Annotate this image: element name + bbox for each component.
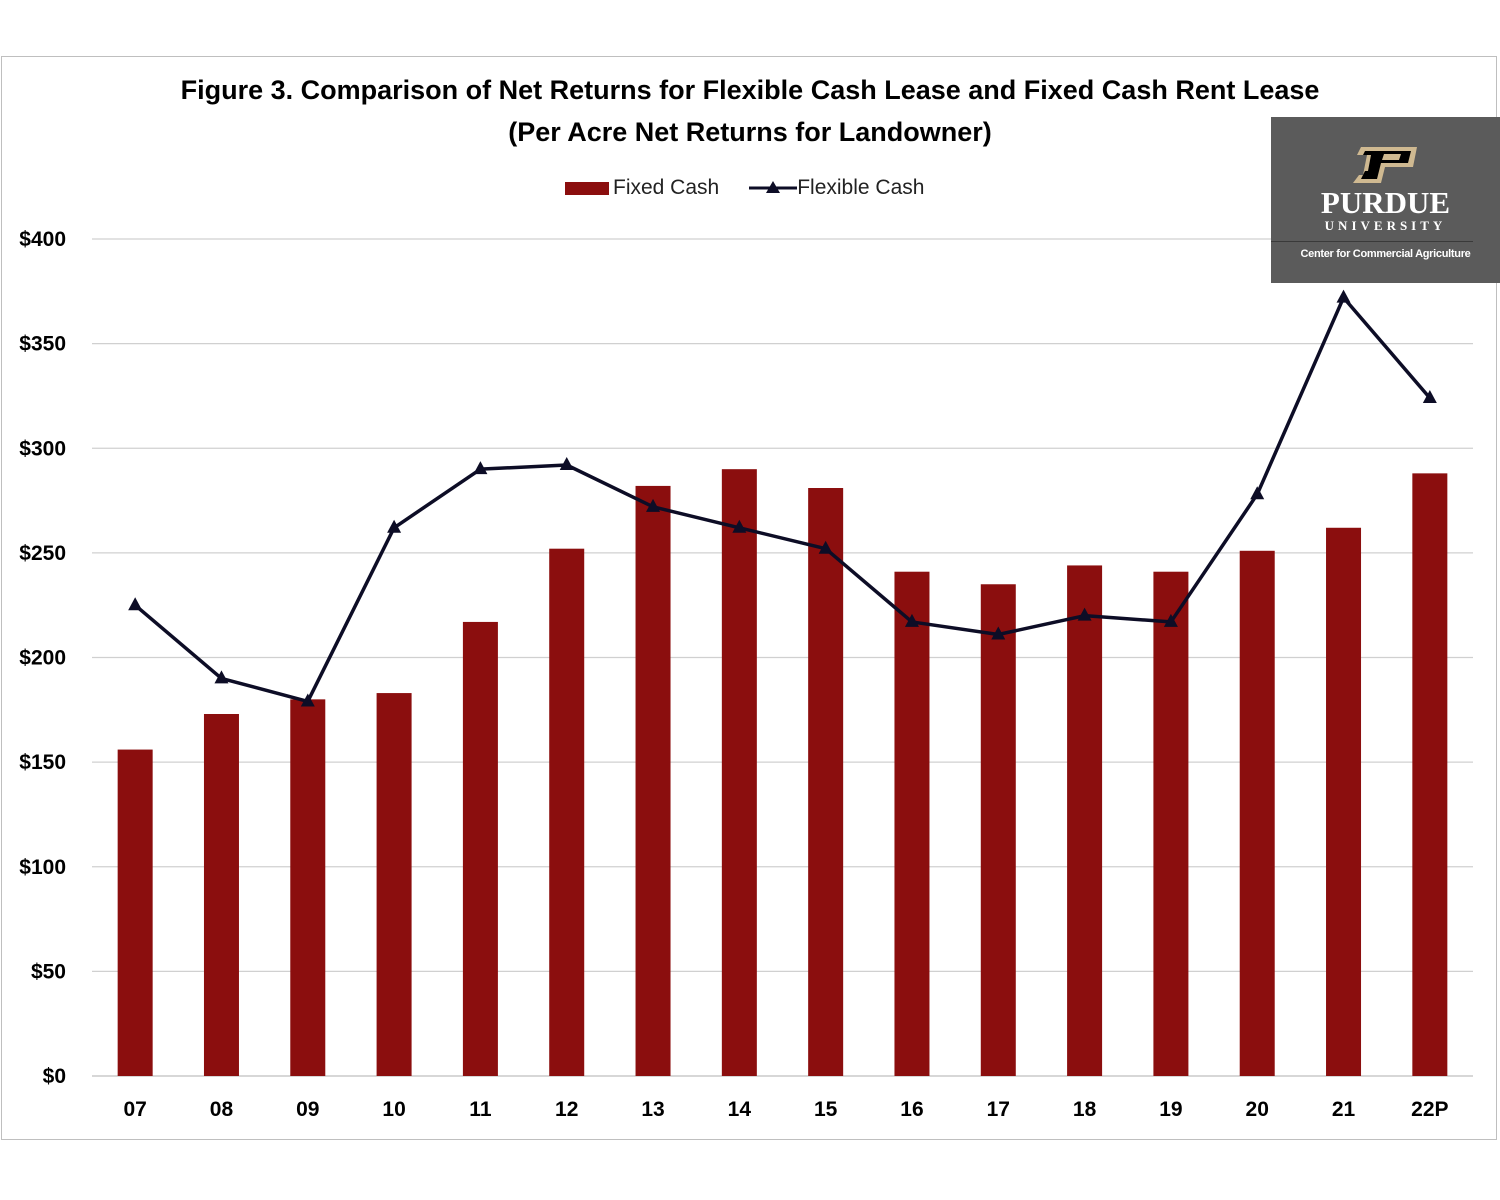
bar-fixed-cash — [1067, 565, 1103, 1076]
purdue-logo: PURDUE UNIVERSITY Center for Commercial … — [1271, 117, 1500, 283]
y-tick-label: $400 — [19, 228, 66, 251]
marker-flexible-cash — [387, 519, 402, 533]
line-flexible-cash — [134, 295, 1432, 704]
marker-flexible-cash — [1422, 390, 1437, 404]
y-tick-label: $100 — [19, 856, 66, 879]
bar-fixed-cash — [1412, 473, 1448, 1076]
marker-flexible-cash — [1163, 613, 1178, 627]
logo-divider — [1271, 241, 1473, 242]
x-tick-label: 22P — [1411, 1098, 1448, 1121]
x-tick-label: 18 — [1073, 1098, 1097, 1121]
x-tick-label: 10 — [382, 1098, 405, 1121]
bar-fixed-cash — [980, 584, 1016, 1076]
x-tick-label: 13 — [641, 1098, 664, 1121]
x-tick-label: 15 — [814, 1098, 838, 1121]
bar-fixed-cash — [290, 699, 326, 1076]
legend: Fixed Cash Flexible Cash — [565, 176, 954, 200]
bar-fixed-cash — [462, 621, 498, 1076]
legend-item-flexible-cash: Flexible Cash — [749, 176, 924, 200]
y-tick-label: $150 — [19, 751, 66, 774]
y-tick-label: $200 — [19, 647, 66, 670]
marker-flexible-cash — [559, 456, 574, 470]
legend-label: Flexible Cash — [797, 176, 925, 199]
logo-university: UNIVERSITY — [1324, 218, 1447, 233]
purdue-p-icon — [1353, 147, 1417, 183]
marker-flexible-cash — [128, 597, 143, 611]
y-tick-label: $350 — [19, 333, 66, 356]
x-tick-label: 20 — [1246, 1098, 1269, 1121]
x-tick-label: 19 — [1159, 1098, 1182, 1121]
x-tick-label: 17 — [987, 1098, 1010, 1121]
marker-flexible-cash — [904, 613, 919, 627]
bar-fixed-cash — [1239, 550, 1275, 1076]
logo-center-name: Center for Commercial Agriculture — [1300, 248, 1471, 260]
legend-swatch-bar — [565, 181, 609, 195]
x-tick-label: 21 — [1332, 1098, 1356, 1121]
y-tick-label: $50 — [31, 960, 66, 983]
x-tick-label: 07 — [123, 1098, 146, 1121]
chart-title: Figure 3. Comparison of Net Returns for … — [180, 75, 1320, 105]
marker-flexible-cash — [214, 670, 229, 684]
bar-fixed-cash — [1153, 571, 1189, 1076]
bar-fixed-cash — [721, 469, 757, 1076]
bar-fixed-cash — [117, 749, 153, 1076]
x-tick-label: 16 — [900, 1098, 923, 1121]
marker-flexible-cash — [1250, 486, 1265, 500]
marker-flexible-cash — [732, 519, 747, 533]
chart-subtitle: (Per Acre Net Returns for Landowner) — [508, 117, 992, 147]
bar-fixed-cash — [808, 488, 844, 1076]
logo-name: PURDUE — [1320, 185, 1451, 220]
marker-flexible-cash — [1077, 607, 1092, 621]
legend-label: Fixed Cash — [613, 176, 720, 199]
legend-line-triangle-icon — [749, 181, 798, 193]
marker-flexible-cash — [300, 693, 315, 707]
bar-fixed-cash — [894, 571, 930, 1076]
marker-flexible-cash — [1336, 289, 1351, 303]
bar-fixed-cash — [635, 485, 671, 1076]
x-tick-label: 08 — [210, 1098, 234, 1121]
y-tick-label: $250 — [19, 542, 66, 565]
bar-fixed-cash — [549, 548, 585, 1076]
bar-fixed-cash — [203, 713, 239, 1076]
x-tick-label: 12 — [555, 1098, 578, 1121]
marker-flexible-cash — [646, 498, 661, 512]
x-tick-label: 14 — [728, 1098, 752, 1121]
marker-flexible-cash — [991, 626, 1006, 640]
chart-frame — [1, 56, 1497, 1140]
y-tick-label: $300 — [19, 437, 66, 460]
bar-fixed-cash — [1326, 527, 1362, 1076]
x-tick-label: 09 — [296, 1098, 319, 1121]
bar-fixed-cash — [376, 693, 412, 1076]
x-tick-label: 11 — [469, 1098, 492, 1121]
y-tick-label: $0 — [43, 1065, 66, 1088]
legend-item-fixed-cash: Fixed Cash — [565, 176, 719, 200]
marker-flexible-cash — [473, 461, 488, 475]
marker-flexible-cash — [818, 540, 833, 554]
